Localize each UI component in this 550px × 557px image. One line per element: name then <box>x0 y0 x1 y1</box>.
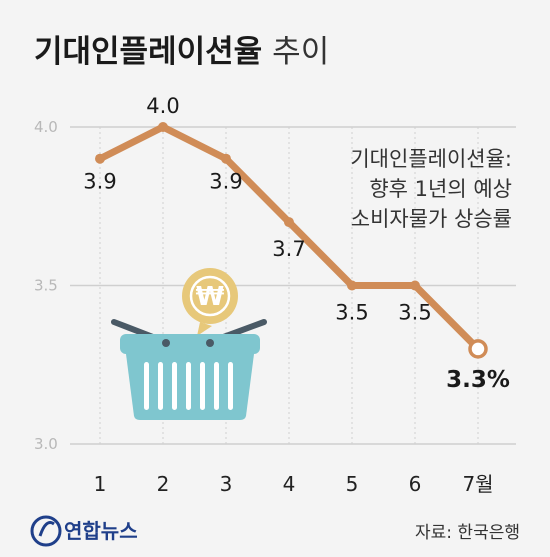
x-tick-label: 1 <box>94 472 107 496</box>
data-points <box>95 122 488 359</box>
svg-text:₩: ₩ <box>196 282 225 312</box>
y-tick-label: 3.0 <box>34 435 58 453</box>
data-label: 3.9 <box>83 170 116 194</box>
source-text: 자료: 한국은행 <box>415 523 520 543</box>
annotation: 기대인플레이션율: 향후 1년의 예상 소비자물가 상승률 <box>350 147 512 231</box>
logo: 연합뉴스 <box>30 515 138 547</box>
data-point <box>468 339 488 359</box>
y-tick-label: 3.5 <box>34 277 58 295</box>
x-axis: 1 2 3 4 5 6 7월 <box>94 472 494 496</box>
annotation-line-2: 향후 1년의 예상 <box>369 177 512 201</box>
y-tick-label: 4.0 <box>34 118 58 136</box>
logo-text: 연합뉴스 <box>64 519 138 543</box>
x-tick-label: 5 <box>346 472 359 496</box>
title-main: 기대인플레이션율 <box>34 34 262 70</box>
annotation-line-1: 기대인플레이션율: <box>350 147 512 171</box>
annotation-line-3: 소비자물가 상승률 <box>351 207 512 231</box>
data-point <box>284 217 294 228</box>
data-label: 3.7 <box>272 237 305 261</box>
data-label: 3.3% <box>446 367 510 393</box>
logo-icon <box>30 515 62 547</box>
x-tick-label: 7월 <box>462 472 493 496</box>
shopping-basket-icon: ₩ <box>111 268 267 420</box>
x-tick-label: 4 <box>283 472 296 496</box>
data-label: 3.5 <box>335 301 368 325</box>
y-axis: 4.0 3.5 3.0 <box>34 118 58 453</box>
data-point <box>158 122 168 132</box>
x-tick-label: 3 <box>220 472 233 496</box>
data-point <box>410 280 420 291</box>
won-coin-icon: ₩ <box>182 268 238 336</box>
data-labels: 3.9 4.0 3.9 3.7 3.5 3.5 3.3% <box>83 94 510 393</box>
data-point <box>95 153 105 164</box>
data-label: 3.5 <box>398 301 431 325</box>
data-point <box>347 280 357 291</box>
chart-title: 기대인플레이션율 추이 <box>34 34 329 70</box>
title-suffix: 추이 <box>272 34 329 70</box>
data-label: 4.0 <box>146 94 179 118</box>
grid <box>70 126 516 445</box>
x-tick-label: 6 <box>409 472 422 496</box>
x-tick-label: 2 <box>157 472 170 496</box>
data-point <box>221 153 231 164</box>
data-label: 3.9 <box>209 170 242 194</box>
